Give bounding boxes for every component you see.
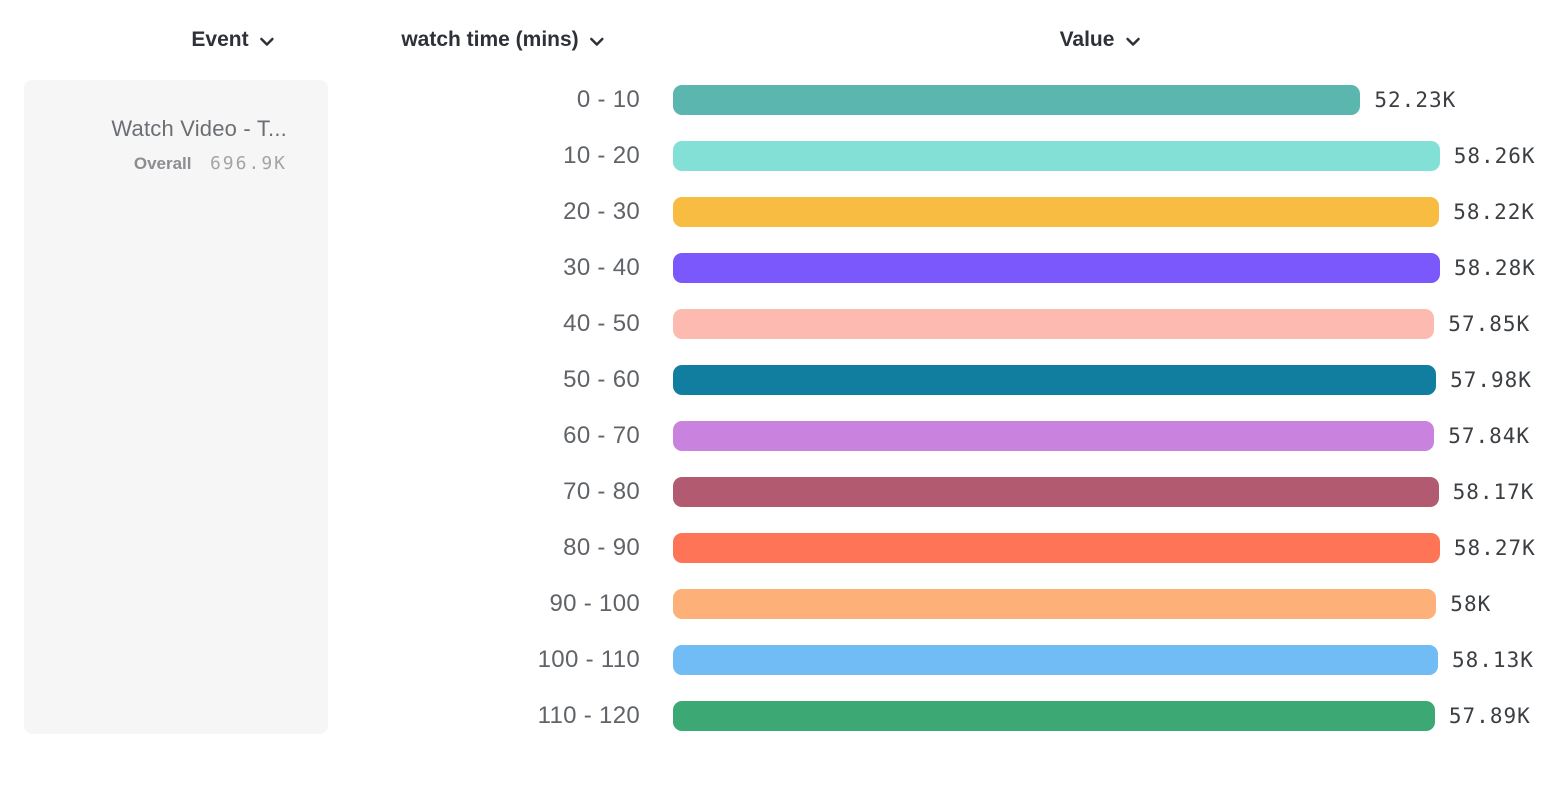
chart-row: 70 - 80 58.17K (0, 477, 1536, 507)
value-label: 58.28K (1454, 256, 1536, 280)
overall-label: Overall (133, 154, 192, 173)
bucket-label: 30 - 40 (563, 254, 640, 281)
value-bar[interactable] (673, 365, 1437, 395)
value-label: 58.27K (1453, 536, 1536, 560)
value-bar[interactable] (673, 309, 1435, 339)
chart-row: 10 - 20 58.26K (0, 141, 1536, 171)
value-label: 58.13K (1452, 648, 1534, 672)
event-legend-card[interactable]: Watch Video - T... Overall 696.9K (24, 80, 328, 734)
value-bar[interactable] (673, 197, 1440, 227)
chevron-down-icon (590, 37, 605, 47)
value-label: 57.85K (1448, 312, 1531, 336)
value-label: 58.17K (1452, 480, 1535, 504)
value-label: 52.23K (1374, 88, 1457, 112)
value-label: 58K (1450, 592, 1492, 616)
chart-row: 80 - 90 58.27K (0, 533, 1536, 563)
bucket-label: 0 - 10 (576, 86, 640, 113)
bar-chart: 0 - 10 52.23K 10 - 20 58.26K 20 - 30 58.22K 30… (0, 85, 1536, 757)
value-label: 57.84K (1448, 424, 1531, 448)
value-bar[interactable] (673, 253, 1440, 283)
watch-time-column-label: watch time (mins) (401, 28, 579, 51)
overall-value: 696.9K (209, 153, 287, 174)
chart-row: 100 - 110 58.13K (0, 645, 1536, 675)
bucket-label: 40 - 50 (563, 310, 640, 337)
value-column-dropdown[interactable]: Value (1060, 28, 1141, 52)
chart-row: 60 - 70 57.84K (0, 421, 1536, 451)
event-column-label: Event (191, 28, 249, 51)
value-bar[interactable] (673, 141, 1440, 171)
chart-row: 50 - 60 57.98K (0, 365, 1536, 395)
bucket-label: 50 - 60 (563, 366, 640, 393)
chart-row: 30 - 40 58.28K (0, 253, 1536, 283)
value-bar[interactable] (673, 477, 1439, 507)
overall-row: Overall 696.9K (24, 153, 287, 174)
chevron-down-icon (260, 37, 275, 47)
value-bar[interactable] (673, 421, 1435, 451)
bucket-label: 70 - 80 (563, 478, 640, 505)
watch-time-column-dropdown[interactable]: watch time (mins) (401, 28, 604, 52)
chart-row: 0 - 10 52.23K (0, 85, 1536, 115)
bucket-label: 80 - 90 (563, 534, 640, 561)
value-bar[interactable] (673, 589, 1437, 619)
value-label: 57.98K (1450, 368, 1532, 392)
value-bar[interactable] (673, 701, 1435, 731)
chart-row: 110 - 120 57.89K (0, 701, 1536, 731)
value-bar[interactable] (673, 85, 1361, 115)
chart-row: 20 - 30 58.22K (0, 197, 1536, 227)
event-column-dropdown[interactable]: Event (191, 28, 274, 52)
bucket-label: 20 - 30 (563, 198, 640, 225)
bucket-label: 100 - 110 (537, 646, 640, 673)
chart-row: 40 - 50 57.85K (0, 309, 1536, 339)
bucket-label: 60 - 70 (563, 422, 640, 449)
value-bar[interactable] (673, 533, 1440, 563)
bucket-label: 10 - 20 (563, 142, 640, 169)
value-label: 58.26K (1453, 144, 1536, 168)
value-column-label: Value (1059, 28, 1115, 51)
value-label: 57.89K (1448, 704, 1531, 728)
event-name: Watch Video - T... (111, 116, 287, 141)
chart-row: 90 - 100 58K (0, 589, 1536, 619)
bucket-label: 90 - 100 (549, 590, 640, 617)
value-label: 58.22K (1453, 200, 1536, 224)
bucket-label: 110 - 120 (537, 702, 640, 729)
value-bar[interactable] (673, 645, 1438, 675)
chevron-down-icon (1125, 37, 1140, 47)
